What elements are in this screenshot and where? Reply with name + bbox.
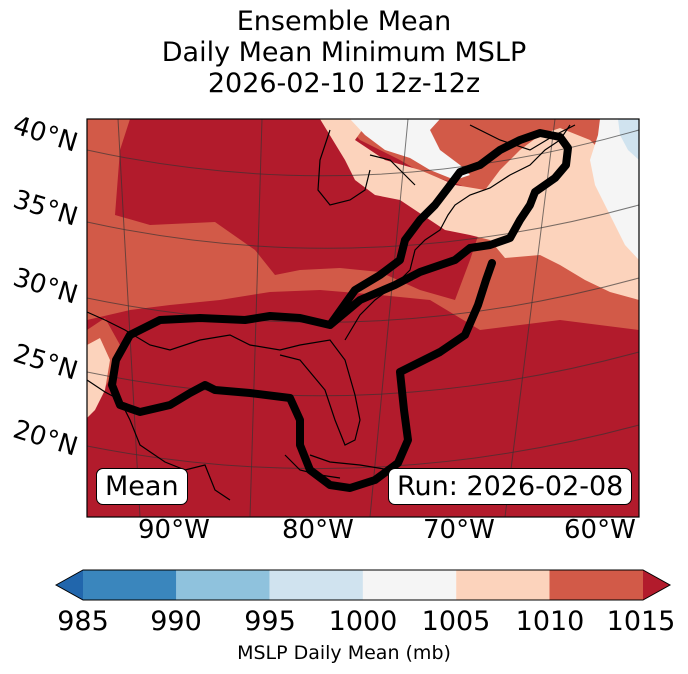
field-1005-southwest — [87, 338, 110, 418]
field-995 — [618, 119, 639, 160]
mean-contour — [108, 129, 572, 492]
mean-label-box: Mean — [96, 468, 188, 505]
lon-label-70w: 70°W — [423, 515, 495, 545]
figure-title: Ensemble Mean Daily Mean Minimum MSLP 20… — [0, 6, 688, 99]
colorbar-tick-1015: 1015 — [606, 606, 676, 637]
field-1000 — [350, 119, 470, 180]
colorbar-over-arrow — [643, 570, 670, 600]
lon-label-90w: 90°W — [138, 515, 210, 545]
run-date-box: Run: 2026-02-08 — [388, 468, 633, 505]
colorbar-label: MSLP Daily Mean (mb) — [237, 642, 451, 664]
map-frame — [86, 118, 640, 518]
colorbar-segment-1010 — [549, 570, 643, 600]
colorbar-tick-1005: 1005 — [421, 606, 491, 637]
colorbar-segment-985 — [83, 570, 177, 600]
colorbar-segment-995 — [269, 570, 363, 600]
title-line-2: Daily Mean Minimum MSLP — [161, 37, 527, 68]
colorbar-tick-1010: 1010 — [515, 606, 585, 637]
colorbar-segment-990 — [176, 570, 270, 600]
colorbar — [54, 569, 672, 601]
colorbar-tick-990: 990 — [150, 606, 202, 637]
field-1000-east — [590, 119, 639, 260]
colorbar-segment-1005 — [456, 570, 550, 600]
title-line-1: Ensemble Mean — [236, 6, 452, 37]
field-1005-north — [320, 119, 639, 300]
colorbar-under-arrow — [56, 570, 83, 600]
colorbar-tick-995: 995 — [244, 606, 296, 637]
lon-label-80w: 80°W — [282, 515, 354, 545]
colorbar-segment-1000 — [362, 570, 457, 600]
colorbar-outline — [54, 569, 672, 601]
title-line-3: 2026-02-10 12z-12z — [207, 68, 481, 99]
colorbar-tick-1000: 1000 — [328, 606, 398, 637]
lon-label-60w: 60°W — [564, 515, 636, 545]
colorbar-tick-985: 985 — [57, 606, 109, 637]
